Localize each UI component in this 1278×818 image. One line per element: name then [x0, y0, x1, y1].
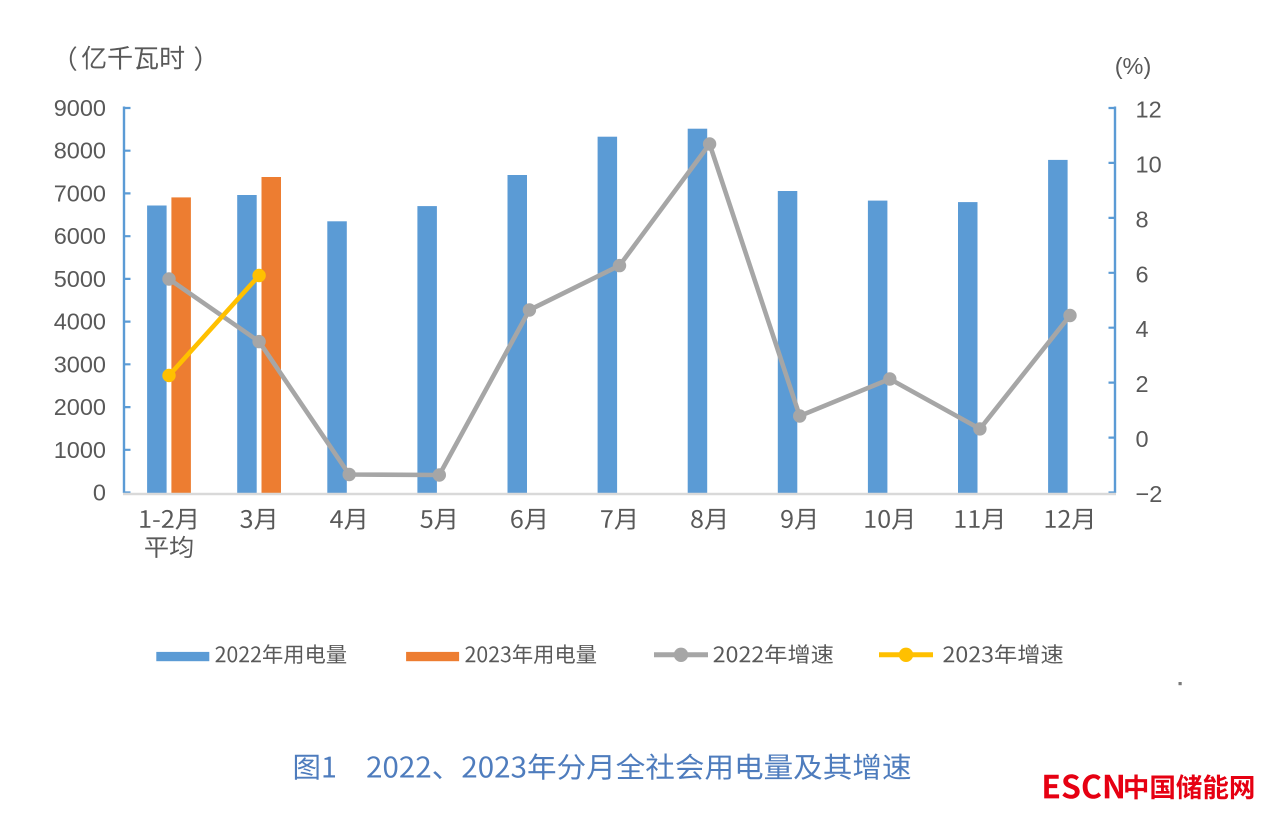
svg-text:6000: 6000	[54, 223, 106, 249]
svg-text:2: 2	[1136, 371, 1149, 397]
svg-text:−2: −2	[1136, 481, 1163, 507]
svg-text:4: 4	[1136, 316, 1149, 342]
svg-text:6: 6	[1136, 261, 1149, 287]
svg-text:8000: 8000	[54, 138, 106, 164]
svg-text:8: 8	[1136, 206, 1149, 232]
svg-text:(%): (%)	[1115, 53, 1152, 79]
svg-text:0: 0	[1136, 426, 1149, 452]
svg-text:2000: 2000	[54, 394, 106, 420]
svg-text:12: 12	[1136, 97, 1162, 123]
svg-text:10: 10	[1136, 151, 1162, 177]
svg-text:5000: 5000	[54, 266, 106, 292]
svg-text:4000: 4000	[54, 309, 106, 335]
svg-text:3000: 3000	[54, 351, 106, 377]
svg-text:0: 0	[93, 480, 106, 506]
svg-text:7000: 7000	[54, 180, 106, 206]
svg-text:9000: 9000	[54, 95, 106, 121]
svg-text:1000: 1000	[54, 437, 106, 463]
